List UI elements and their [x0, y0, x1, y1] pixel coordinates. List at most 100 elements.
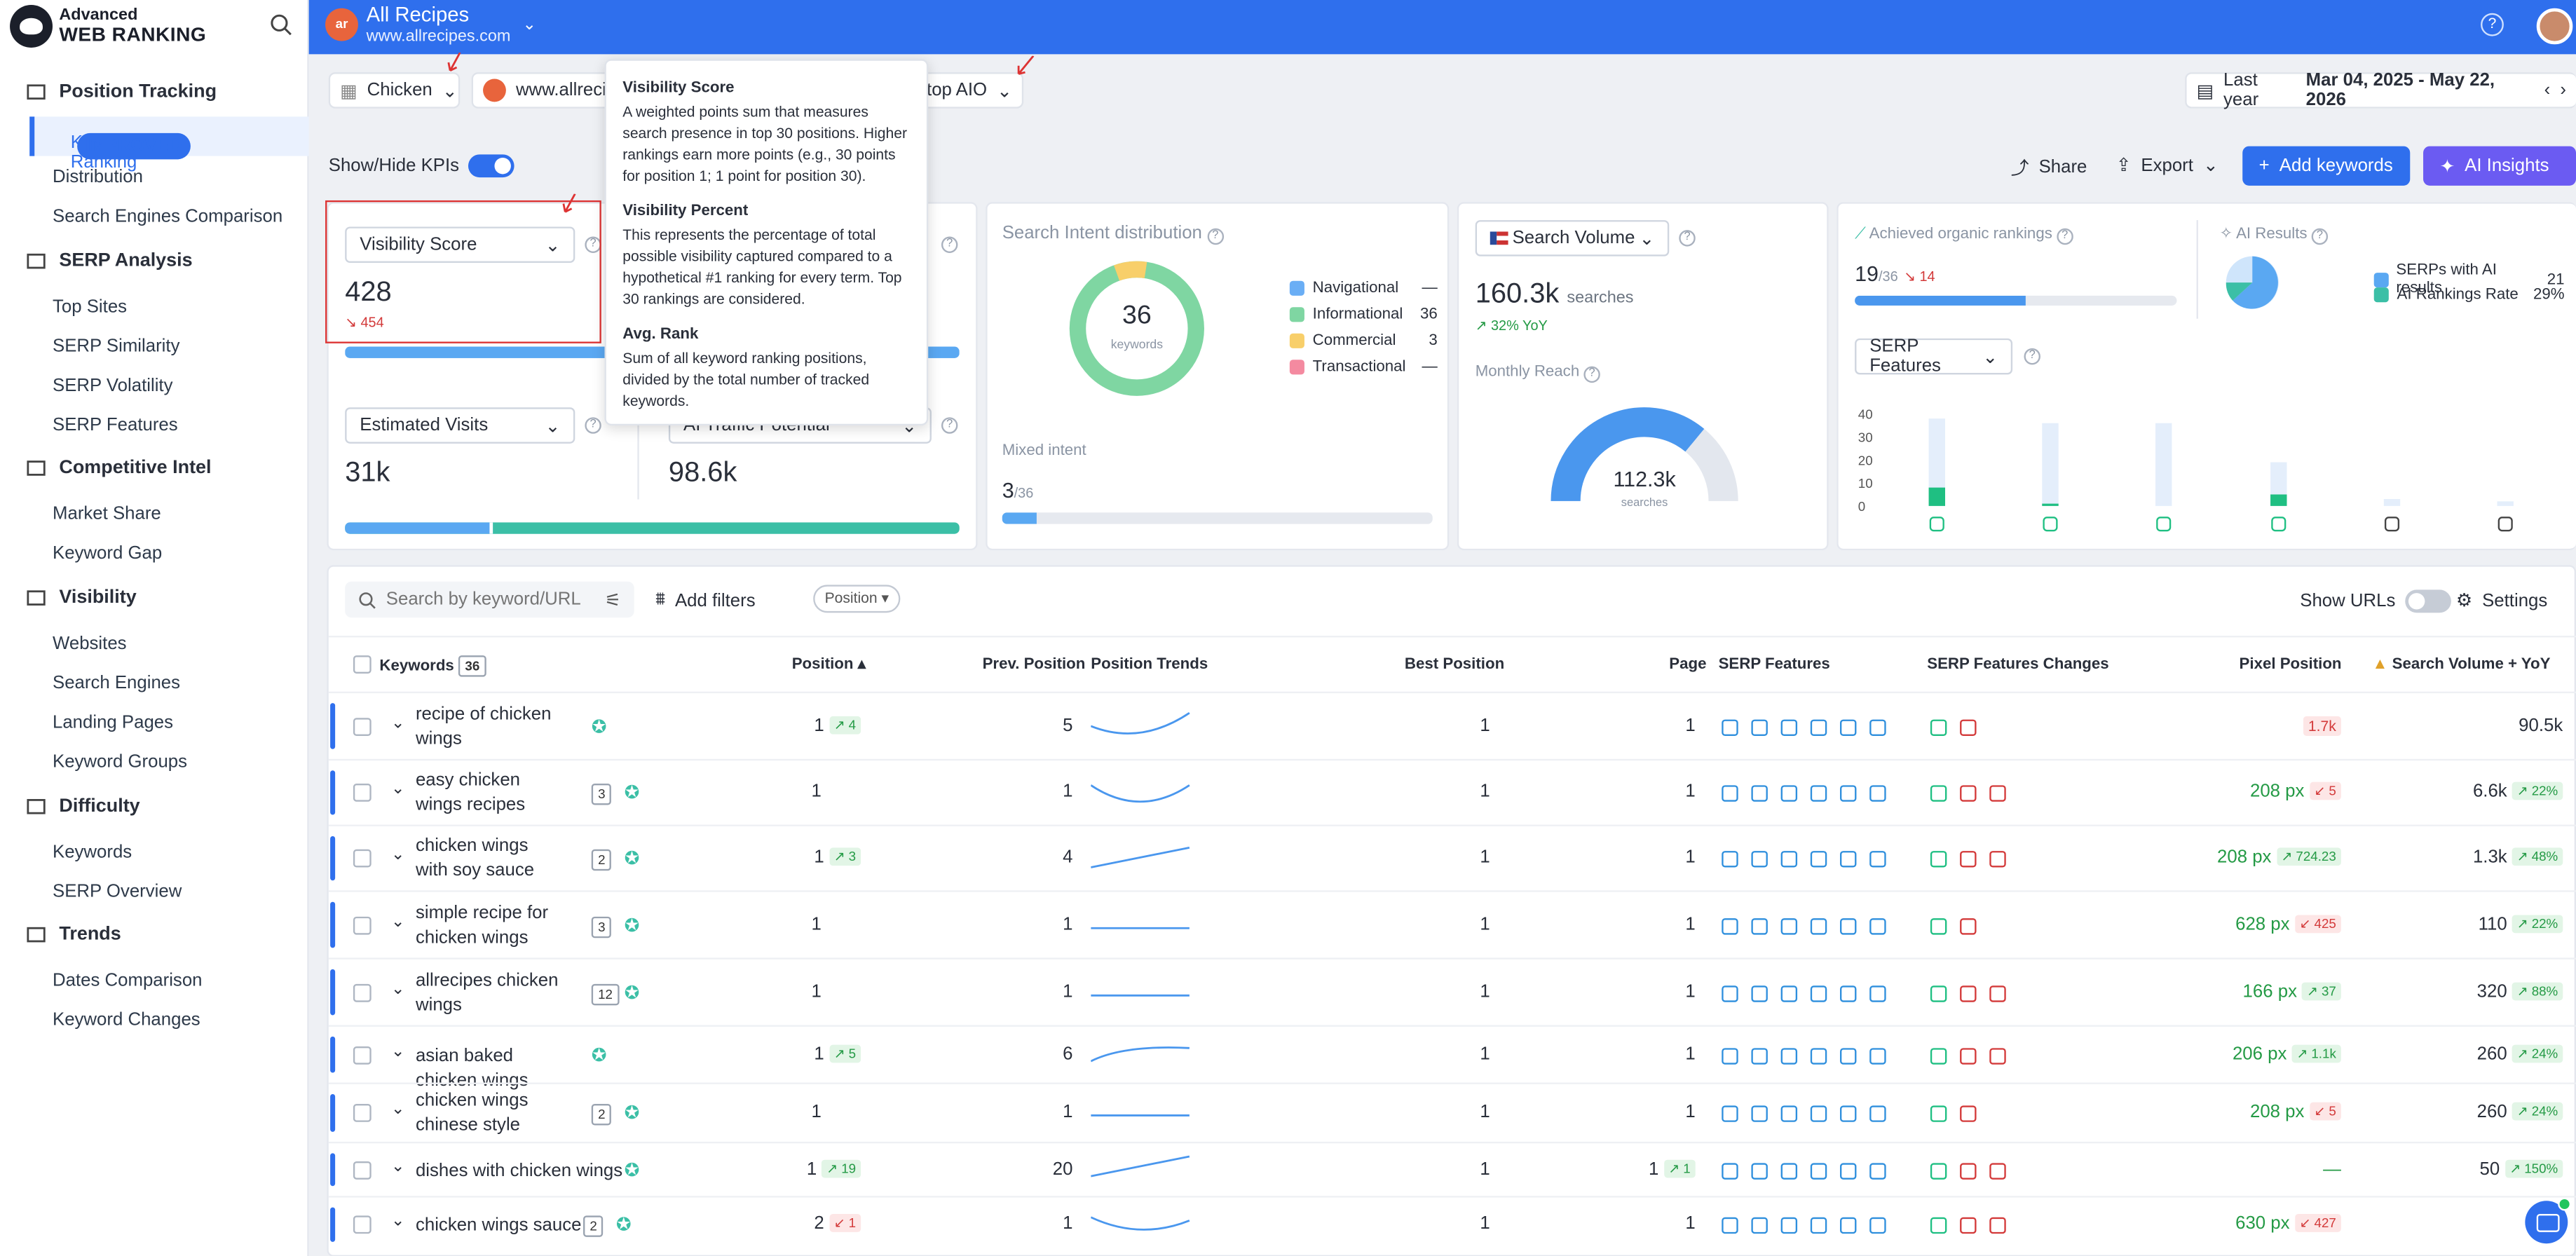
- ai-overview-icon[interactable]: [1751, 1162, 1768, 1179]
- help-icon[interactable]: ?: [1583, 366, 1600, 383]
- star-icon[interactable]: [1780, 851, 1798, 868]
- table-row[interactable]: ⌄ dishes with chicken wings ✪ 1 ↗ 19 20 1 1 ↗ 1 —…: [328, 1141, 2576, 1196]
- col-prev-position[interactable]: Prev. Position: [982, 655, 1086, 674]
- star-icon[interactable]: [1780, 1162, 1798, 1179]
- sidebar-item[interactable]: Search Engines: [53, 673, 181, 694]
- serp-change-icon[interactable]: [1930, 718, 1947, 736]
- user-avatar[interactable]: [2536, 8, 2573, 45]
- ai-overview-icon[interactable]: [1751, 917, 1768, 934]
- help-icon[interactable]: ?: [2024, 348, 2040, 365]
- serp-change-icon[interactable]: [1989, 1047, 2006, 1064]
- toggle-switch[interactable]: [469, 154, 515, 178]
- ai-overview-icon[interactable]: [1751, 1105, 1768, 1123]
- image-icon[interactable]: [1840, 917, 1857, 934]
- sidebar-item[interactable]: Keyword Gap: [53, 543, 163, 564]
- serp-change-icon[interactable]: [1989, 1162, 2006, 1179]
- help-icon[interactable]: ?: [1207, 228, 1224, 245]
- keyword-text[interactable]: simple recipe for chicken wings: [415, 902, 549, 948]
- chevron-left-icon[interactable]: ‹: [2544, 80, 2551, 100]
- col-position[interactable]: Position ▴: [791, 655, 866, 674]
- serp-change-icon[interactable]: [1930, 1162, 1947, 1179]
- sidebar-item[interactable]: Top Sites: [53, 297, 128, 318]
- chef-hat-icon[interactable]: [1810, 718, 1827, 736]
- leaf-icon[interactable]: [1722, 1162, 1738, 1179]
- ai-insights-button[interactable]: ✦ AI Insights: [2423, 146, 2576, 186]
- image-icon[interactable]: [1840, 718, 1857, 736]
- row-checkbox[interactable]: [353, 1160, 372, 1179]
- image-icon[interactable]: [1840, 1047, 1857, 1064]
- keyword-text[interactable]: dishes with chicken wings: [415, 1160, 623, 1180]
- serp-change-icon[interactable]: [1960, 1162, 1977, 1179]
- settings-button[interactable]: ⚙ Settings: [2456, 589, 2547, 611]
- image-icon[interactable]: [1840, 785, 1857, 802]
- sidebar-item[interactable]: SERP Volatility: [53, 376, 173, 396]
- video-icon[interactable]: [1869, 1047, 1886, 1064]
- video-icon[interactable]: [1869, 851, 1886, 868]
- serp-change-icon[interactable]: [1960, 1047, 1977, 1064]
- keyword-text[interactable]: easy chicken wings recipes: [415, 770, 526, 815]
- help-icon[interactable]: ?: [585, 417, 601, 434]
- sidebar-item[interactable]: Landing Pages: [53, 713, 174, 733]
- position-filter-chip[interactable]: Position ▾: [813, 585, 901, 613]
- leaf-icon[interactable]: [1722, 917, 1738, 934]
- show-urls-toggle[interactable]: Show URLs: [2300, 589, 2452, 613]
- sidebar-item[interactable]: SERP Similarity: [53, 336, 180, 357]
- url-count-badge[interactable]: 2: [591, 1104, 612, 1126]
- leaf-icon[interactable]: [1722, 851, 1738, 868]
- video-icon[interactable]: [1869, 1162, 1886, 1179]
- expand-chevron-icon[interactable]: ⌄: [390, 912, 405, 931]
- chef-hat-icon[interactable]: [1810, 1047, 1827, 1064]
- brand-logo[interactable]: Advanced WEB RANKING: [10, 4, 206, 50]
- star-icon[interactable]: [1780, 718, 1798, 736]
- col-position-trends[interactable]: Position Trends: [1091, 655, 1208, 674]
- video-icon[interactable]: [1869, 1105, 1886, 1123]
- table-row[interactable]: ⌄ asian baked chicken wings ✪ 1 ↗ 5 6 1 1 206 px…: [328, 1025, 2576, 1090]
- share-button[interactable]: ⤴ Share: [2011, 154, 2087, 181]
- help-icon[interactable]: ?: [1679, 230, 1696, 247]
- serp-change-icon[interactable]: [1989, 785, 2006, 802]
- serp-change-icon[interactable]: [1960, 1217, 1977, 1234]
- add-filters-button[interactable]: ⩩ Add filters: [655, 589, 755, 610]
- col-pixel-position[interactable]: Pixel Position: [2239, 655, 2342, 674]
- chevron-down-icon[interactable]: ⌄: [522, 16, 536, 35]
- row-checkbox[interactable]: [353, 915, 372, 934]
- chef-hat-icon[interactable]: [1810, 985, 1827, 1002]
- serp-change-icon[interactable]: [1960, 1105, 1977, 1123]
- star-icon[interactable]: [1780, 1105, 1798, 1123]
- ai-overview-icon[interactable]: [1751, 785, 1768, 802]
- serp-features-select[interactable]: SERP Features ⌄: [1855, 336, 2013, 376]
- video-icon[interactable]: [1869, 1217, 1886, 1234]
- table-row[interactable]: ⌄ easy chicken wings recipes 3 ✪ 1 1 1 1 208 px ↙…: [328, 758, 2576, 825]
- video-icon[interactable]: [1869, 718, 1886, 736]
- project-name[interactable]: All Recipes: [366, 3, 470, 27]
- export-button[interactable]: ⇪ Export ⌄: [2116, 154, 2219, 175]
- table-row[interactable]: ⌄ allrecipes chicken wings 12 ✪ 1 1 1 1 166 px ↗ …: [328, 957, 2576, 1025]
- video-icon[interactable]: [1869, 785, 1886, 802]
- serp-change-icon[interactable]: [1989, 985, 2006, 1002]
- keyword-text[interactable]: recipe of chicken wings: [415, 704, 552, 749]
- video-icon[interactable]: [1869, 917, 1886, 934]
- sidebar-item[interactable]: SERP Overview: [53, 882, 182, 902]
- keyword-text[interactable]: chicken wings with soy sauce: [415, 835, 535, 881]
- row-checkbox[interactable]: [353, 783, 372, 802]
- row-checkbox[interactable]: [353, 849, 372, 868]
- star-icon[interactable]: [1780, 917, 1798, 934]
- row-checkbox[interactable]: [353, 1045, 372, 1064]
- chef-hat-icon[interactable]: [1810, 785, 1827, 802]
- ai-overview-icon[interactable]: [1751, 985, 1768, 1002]
- expand-chevron-icon[interactable]: ⌄: [390, 846, 405, 864]
- image-icon[interactable]: [1840, 1162, 1857, 1179]
- serp-change-icon[interactable]: [1960, 718, 1977, 736]
- help-icon[interactable]: ?: [941, 236, 958, 253]
- row-checkbox[interactable]: [353, 717, 372, 735]
- expand-chevron-icon[interactable]: ⌄: [390, 1042, 405, 1060]
- url-count-badge[interactable]: 3: [591, 783, 612, 805]
- expand-chevron-icon[interactable]: ⌄: [390, 714, 405, 732]
- serp-change-icon[interactable]: [1930, 1105, 1947, 1123]
- keyword-text[interactable]: chicken wings sauce: [415, 1215, 582, 1236]
- chef-hat-icon[interactable]: [1810, 1105, 1827, 1123]
- table-row[interactable]: ⌄ chicken wings with soy sauce 2 ✪ 1 ↗ 3 4 1 1 20…: [328, 824, 2576, 891]
- search-icon[interactable]: [269, 13, 292, 36]
- help-icon[interactable]: ?: [941, 417, 958, 434]
